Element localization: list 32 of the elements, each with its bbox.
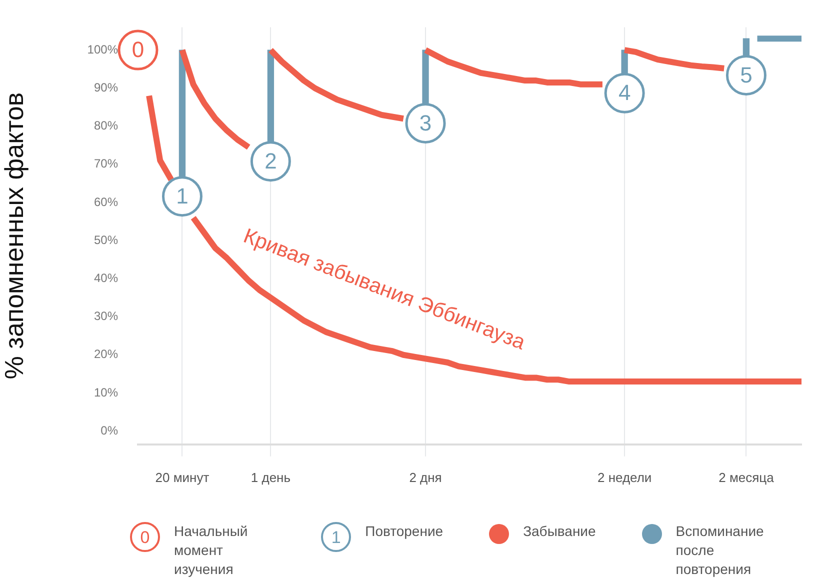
legend-label: Начальный момент изучения <box>174 522 249 579</box>
annotation: 4 <box>618 80 631 106</box>
y-tick-label: 60% <box>94 194 118 209</box>
y-tick-label: 10% <box>94 385 118 400</box>
annotation: 0 <box>132 37 144 62</box>
y-tick-label: 50% <box>94 232 118 247</box>
point <box>250 141 291 182</box>
legend-label: Вспоминание после повторения <box>676 522 765 579</box>
y-tick-label: 20% <box>94 347 118 362</box>
point <box>162 176 202 217</box>
y-axis-title: % запомненных фактов <box>0 92 29 380</box>
legend-label: Забывание <box>523 522 596 541</box>
y-tick-label: 80% <box>94 118 118 133</box>
y-tick-label: 30% <box>94 309 118 324</box>
y-tick-label: 100% <box>87 42 118 56</box>
x-tick-label: 20 минут <box>155 470 210 485</box>
y-tick-label: 90% <box>94 80 118 94</box>
x-tick-label: 1 день <box>250 470 291 485</box>
x-tick-label: 2 месяца <box>718 470 775 485</box>
y-tick-label: 40% <box>94 270 118 285</box>
text: 1 <box>331 528 341 546</box>
x-tick-label: 2 недели <box>597 470 652 485</box>
annotation: 3 <box>419 110 432 136</box>
annotation: 2 <box>264 148 277 174</box>
point <box>726 54 766 96</box>
text: 0 <box>140 528 150 546</box>
y-tick-label: 0% <box>100 423 118 438</box>
x-tick-label: 2 дня <box>409 470 442 485</box>
annotation: 1 <box>176 183 188 208</box>
legend-label: Повторение <box>365 522 444 541</box>
y-tick-label: 70% <box>94 156 118 171</box>
annotation: 5 <box>740 62 752 88</box>
